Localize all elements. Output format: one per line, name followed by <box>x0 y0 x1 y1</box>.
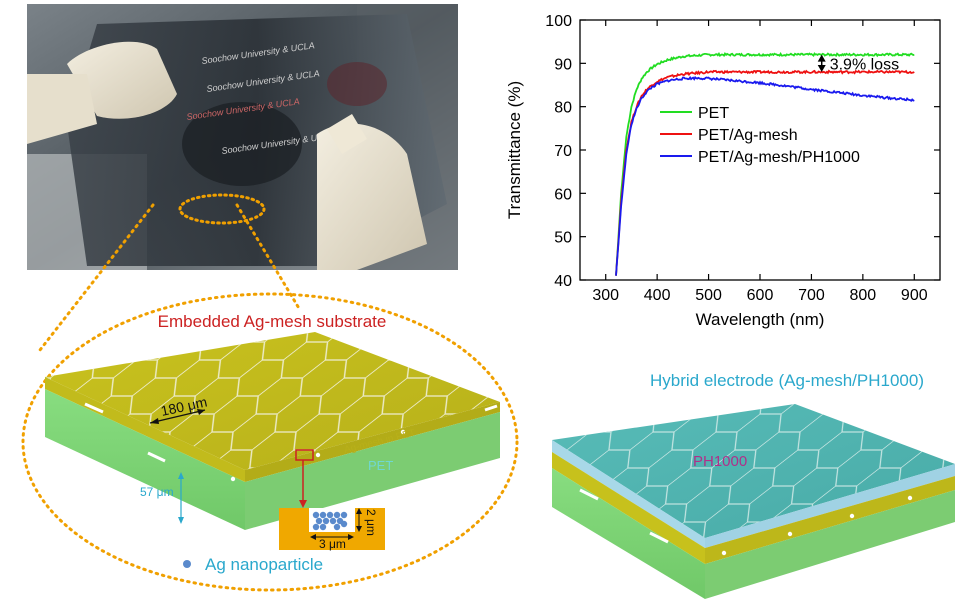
y-tick-label: 70 <box>554 143 572 160</box>
legend-label: PET/Ag-mesh <box>698 127 798 144</box>
y-axis-label: Transmittance (%) <box>505 81 524 219</box>
y-tick-label: 100 <box>545 13 572 30</box>
loss-arrow-head-bottom <box>817 65 826 72</box>
hex-size-arrow <box>149 409 206 424</box>
nanoparticle-legend-dot <box>183 560 191 568</box>
hex-size-label: 180 μm <box>159 394 208 419</box>
width-label: 3 μm <box>319 537 346 551</box>
zoom-ellipse <box>21 292 519 592</box>
pet-layer-label: PET <box>368 458 393 473</box>
legend-label: PET/Ag-mesh/PH1000 <box>698 149 860 166</box>
series-line-pet <box>615 51 915 276</box>
y-tick-label: 40 <box>554 273 572 290</box>
hybrid-electrode-block <box>552 404 955 599</box>
cross-section-inset: 3 μm 2 μm <box>279 508 385 551</box>
legend-label: PET <box>698 105 729 122</box>
ph1000-label: PH1000 <box>693 453 747 470</box>
loss-arrow-head-top <box>817 54 826 62</box>
thickness-label: 57 μm <box>140 485 174 499</box>
y-tick-label: 50 <box>554 230 572 247</box>
x-tick-label: 600 <box>747 287 774 304</box>
y-tick-label: 90 <box>554 56 572 73</box>
series-line-pet-ag-mesh <box>615 69 915 276</box>
x-tick-label: 800 <box>850 287 877 304</box>
loss-annotation: 3.9% loss <box>830 56 899 73</box>
hybrid-title: Hybrid electrode (Ag-mesh/PH1000) <box>650 371 924 390</box>
x-tick-label: 700 <box>798 287 825 304</box>
photo-flexible-film: Soochow University & UCLA Soochow Univer… <box>27 4 458 270</box>
x-tick-label: 400 <box>644 287 671 304</box>
ag-mesh-substrate-block <box>45 332 500 530</box>
x-tick-label: 900 <box>901 287 928 304</box>
right-glove <box>317 123 427 270</box>
ag-mesh-layer-label: Ag-mesh in PET <box>343 428 416 456</box>
depth-label: 2 μm <box>364 509 378 536</box>
x-tick-label: 500 <box>695 287 722 304</box>
y-tick-label: 60 <box>554 186 572 203</box>
x-axis-label: Wavelength (nm) <box>696 310 825 329</box>
zoom-box <box>295 449 314 461</box>
nanoparticle-legend-label: Ag nanoparticle <box>205 555 323 574</box>
y-tick-label: 80 <box>554 100 572 117</box>
transmittance-chart: 300 400 500 600 700 800 900 40 50 60 70 80 90 100 3.9… <box>480 0 969 340</box>
substrate-title: Embedded Ag-mesh substrate <box>158 312 387 331</box>
x-tick-label: 300 <box>592 287 619 304</box>
left-glove <box>67 41 177 119</box>
series-line-pet-ag-mesh-ph1000 <box>615 75 915 276</box>
